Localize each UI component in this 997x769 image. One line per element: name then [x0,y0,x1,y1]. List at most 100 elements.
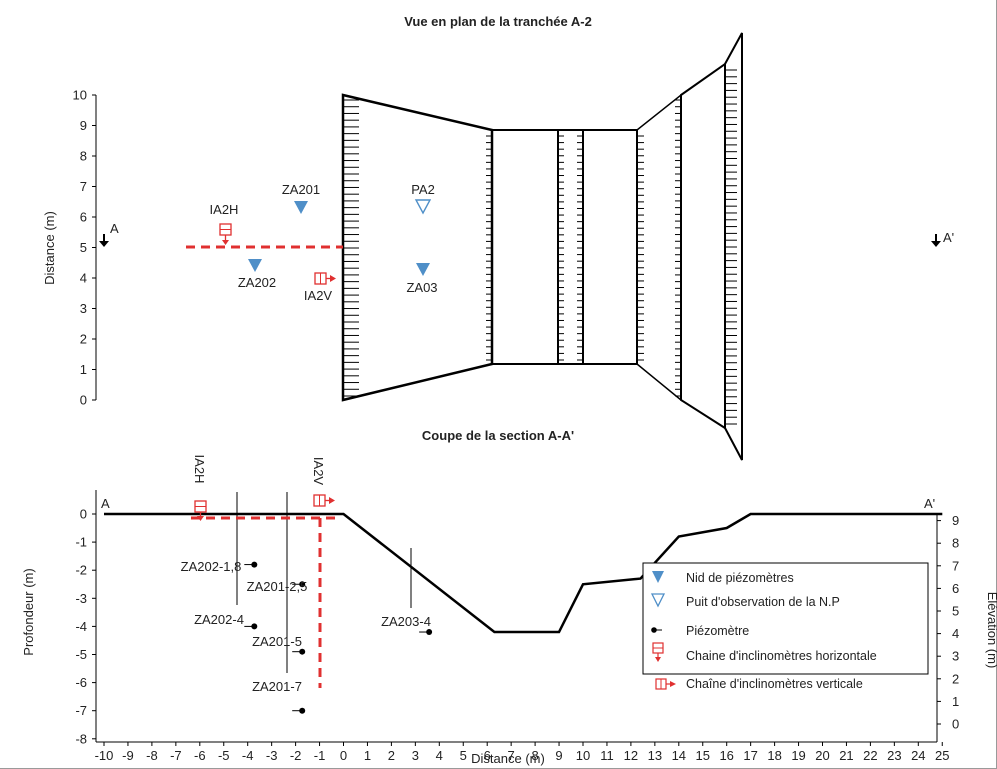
section-x-tick-label: -1 [314,748,326,763]
legend-box [642,562,929,675]
section-x-tick-label: 7 [508,748,515,763]
hollow-triangle-icon [650,593,666,608]
section-x-tick-label: 20 [815,748,829,763]
za202-1-8-label: ZA202-1,8 [181,559,242,574]
trench-zone-4 [582,129,638,365]
section-left-tick-label: 0 [80,507,87,522]
plan-tick-label: 4 [80,271,87,286]
plan-y-label: Distance (m) [42,211,57,285]
za202-marker: ZA202 [238,259,276,290]
section-left-tick-label: -3 [75,591,87,606]
section-right-tick-label: 9 [952,513,959,528]
piezometer-point [244,623,258,630]
section-x-tick-label: 6 [484,748,491,763]
section-x-tick-label: -2 [290,748,302,763]
section-x-tick-label: 22 [863,748,877,763]
section-marker-a-prime: A' [931,230,954,247]
za203-4-label: ZA203-4 [381,614,431,629]
section-right-tick-label: 3 [952,649,959,664]
section-x-tick-label: 14 [672,748,686,763]
piezometer-point [292,648,306,655]
filled-triangle-icon [652,571,664,583]
section-x-tick-label: -5 [218,748,230,763]
section-x-tick-label: -7 [170,748,182,763]
section-left-ticks: 0 -1 -2 -3 -4 -5 -6 -7 -8 [75,507,96,746]
section-x-tick-label: 3 [412,748,419,763]
pa2-marker: PA2 [411,182,435,215]
section-x-ticks: -10 -9 -8 -7 -6 -5 -4 -3 -2 -1 0 1 2 3 4 5 6 7 8 9 10 11 12 13 1… [95,742,949,763]
section-left-tick-label: -1 [75,535,87,550]
legend-item-well: Puit d'observation de la N.P [650,593,840,609]
plan-tick-label: 2 [80,332,87,347]
section-x-tick-label: -3 [266,748,278,763]
plan-tick-label: 5 [80,240,87,255]
section-x-tick-label: -6 [194,748,206,763]
ia2h-section-marker: IA2H [192,455,207,521]
section-a-prime-label: A' [924,496,935,511]
ia2h-section-label: IA2H [192,455,207,484]
section-view: Coupe de la section A-A' 0 -1 -2 -3 -4 -5 -6 -7… [21,428,997,766]
za201-2-5-label: ZA201-2,5 [247,579,308,594]
section-right-tick-label: 8 [952,536,959,551]
section-x-tick-label: 21 [839,748,853,763]
section-right-tick-label: 1 [952,694,959,709]
marker-a-prime-label: A' [943,230,954,245]
legend-label: Chaine d'inclinomètres horizontale [686,649,877,663]
plan-tick-label: 10 [73,88,87,103]
section-x-tick-label: 8 [531,748,538,763]
legend-item-horizontal-chain: Chaine d'inclinomètres horizontale [652,642,877,663]
za202-4-label: ZA202-4 [194,612,244,627]
section-left-tick-label: -6 [75,675,87,690]
section-x-tick-label: 10 [576,748,590,763]
za202-label: ZA202 [238,275,276,290]
piezometer-point [292,707,306,714]
section-x-tick-label: 1 [364,748,371,763]
ia2h-plan-marker: IA2H [210,202,239,245]
section-x-tick-label: 9 [555,748,562,763]
section-right-tick-label: 5 [952,604,959,619]
legend-label: Puit d'observation de la N.P [686,595,840,609]
trench-zone-7 [724,32,743,461]
section-x-tick-label: 2 [388,748,395,763]
ia2v-section-marker: IA2V [311,457,335,507]
ia2v-plan-label: IA2V [304,288,333,303]
za03-label: ZA03 [406,280,437,295]
filled-triangle-icon [248,259,262,272]
trench-zone-2 [491,129,559,365]
za201-label: ZA201 [282,182,320,197]
plan-tick-label: 7 [80,179,87,194]
section-x-tick-label: 13 [648,748,662,763]
section-x-tick-label: 5 [460,748,467,763]
legend-item-vertical-chain: Chaîne d'inclinomètres verticale [655,677,863,691]
legend-label: Chaîne d'inclinomètres verticale [686,677,863,691]
pa2-label: PA2 [411,182,435,197]
section-left-tick-label: -8 [75,731,87,746]
ground-profile-line [104,512,943,634]
legend-item-nest: Nid de piézomètres [652,571,794,585]
section-x-tick-label: -10 [95,748,114,763]
piezometer-point [292,581,306,588]
filled-triangle-icon [294,201,308,214]
za201-7-label: ZA201-7 [252,679,302,694]
marker-a-label: A [110,221,119,236]
section-left-tick-label: -2 [75,563,87,578]
piezometer-point [419,629,433,636]
slope-hatching [343,69,737,425]
section-right-tick-label: 4 [952,626,959,641]
ia2h-plan-label: IA2H [210,202,239,217]
section-x-tick-label: -4 [242,748,254,763]
plan-tick-label: 3 [80,301,87,316]
trench-zone-1 [341,93,494,402]
section-x-tick-label: 25 [935,748,949,763]
za03-marker: ZA03 [406,263,438,295]
section-left-tick-label: -4 [75,619,87,634]
ia2v-plan-marker: IA2V [304,272,336,303]
section-right-tick-label: 7 [952,558,959,573]
section-x-label: Distance (m) [471,751,545,766]
filled-triangle-icon [416,263,430,276]
piezometer-point [244,561,258,568]
section-left-label: Profondeur (m) [21,568,36,655]
legend: Nid de piézomètres Puit d'observation de… [642,562,929,691]
trench-outline [341,32,743,461]
